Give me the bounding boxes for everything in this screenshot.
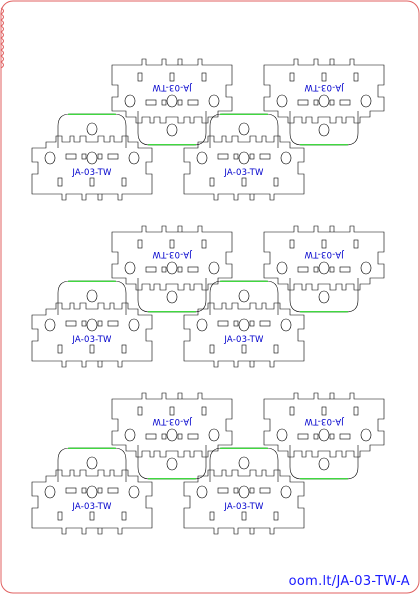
bracket-part-3 (31, 113, 153, 201)
bracket-part-12 (183, 447, 305, 535)
part-label: JA-03-TW (223, 502, 264, 512)
part-label: JA-03-TW (304, 82, 345, 92)
bracket-part-2 (263, 58, 385, 146)
footer-url: oom.lt/JA-03-TW-A (289, 574, 410, 589)
bracket-part-4 (183, 113, 305, 201)
part-label: JA-03-TW (223, 335, 264, 345)
bracket-part-5 (111, 225, 233, 313)
bracket-part-1 (111, 58, 233, 146)
part-label: JA-03-TW (152, 82, 193, 92)
bracket-part-9 (111, 392, 233, 480)
bracket-part-10 (263, 392, 385, 480)
part-label: JA-03-TW (304, 416, 345, 426)
feed-edge-wave (0, 7, 4, 69)
part-label: JA-03-TW (71, 335, 112, 345)
part-label: JA-03-TW (71, 502, 112, 512)
part-label: JA-03-TW (71, 168, 112, 178)
bracket-part-6 (263, 225, 385, 313)
part-label: JA-03-TW (304, 249, 345, 259)
part-label: JA-03-TW (152, 416, 193, 426)
part-label: JA-03-TW (223, 168, 264, 178)
bracket-part-8 (183, 280, 305, 368)
parts-layer: JA-03-TW JA-03-TW JA-03-TW JA-03-TW JA-03-TW… (31, 58, 385, 535)
bracket-part-11 (31, 447, 153, 535)
bracket-part-7 (31, 280, 153, 368)
part-label: JA-03-TW (152, 249, 193, 259)
